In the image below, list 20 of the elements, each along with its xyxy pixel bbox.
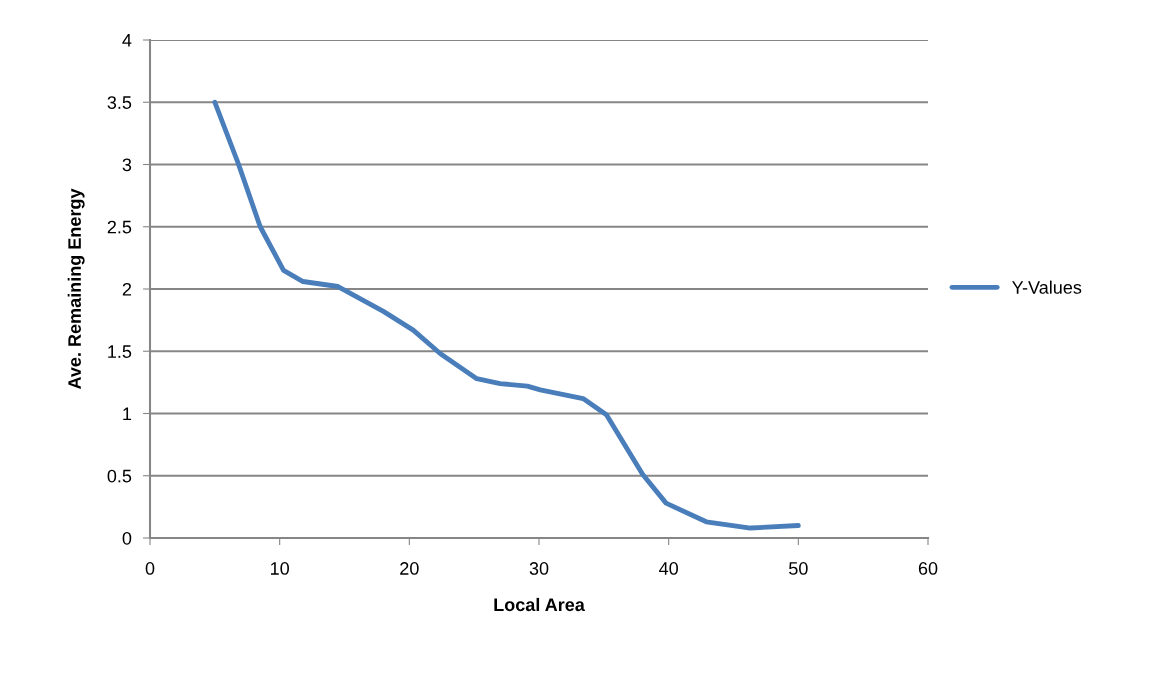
y-tick-label: 4 xyxy=(122,34,132,47)
y-axis-title: Ave. Remaining Energy xyxy=(67,188,85,390)
y-tick-label: 3.5 xyxy=(107,96,132,109)
line-series xyxy=(212,99,801,531)
x-tick-label: 30 xyxy=(529,562,549,575)
y-tick-label: 2.5 xyxy=(107,220,132,234)
y-tick-label: 3 xyxy=(122,158,132,172)
legend-label: Y-Values xyxy=(1012,280,1082,294)
y-tick-label: 0.5 xyxy=(107,469,132,483)
y-tick-label: 1 xyxy=(123,407,132,421)
x-tick-label: 60 xyxy=(918,562,938,575)
y-tick-label: 1.5 xyxy=(108,345,132,358)
x-tick-label: 40 xyxy=(659,562,678,575)
x-tick-label: 10 xyxy=(271,562,289,575)
y-tick-label: 2 xyxy=(122,282,132,296)
x-tick-label: 50 xyxy=(789,562,808,575)
x-axis-title: Local Area xyxy=(494,597,585,612)
x-tick-label: 0 xyxy=(145,562,155,575)
y-tick-label: 0 xyxy=(122,531,132,545)
x-tick-label: 20 xyxy=(400,562,419,575)
